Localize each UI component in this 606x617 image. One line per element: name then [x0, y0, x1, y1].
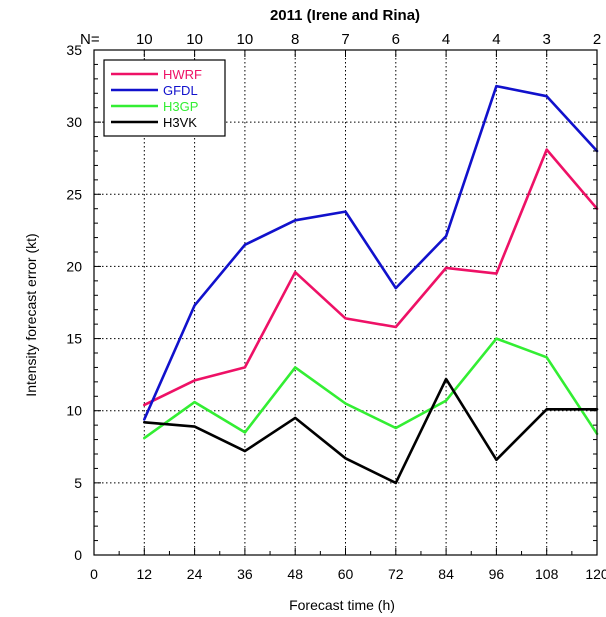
chart-title: 2011 (Irene and Rina)	[270, 7, 420, 24]
sample-size-value: 10	[237, 31, 254, 48]
legend-label-h3vk: H3VK	[163, 115, 197, 130]
series-line-h3vk	[143, 377, 599, 485]
sample-size-value: 3	[543, 31, 551, 48]
sample-size-value: 8	[291, 31, 299, 48]
y-tick-label: 25	[66, 186, 82, 202]
legend-label-hwrf: HWRF	[163, 67, 202, 82]
sample-size-label: N=	[80, 31, 100, 48]
x-tick-label: 60	[338, 566, 354, 582]
x-tick-label: 36	[237, 566, 253, 582]
x-tick-label: 72	[388, 566, 404, 582]
axis-ticks	[93, 49, 598, 556]
x-tick-label: 120	[585, 566, 606, 582]
y-tick-label: 35	[66, 42, 82, 58]
sample-size-value: 4	[492, 31, 500, 48]
series-line-h3gp	[143, 337, 599, 440]
series-line-gfdl	[143, 84, 599, 421]
x-tick-label: 0	[90, 566, 98, 582]
legend-box	[103, 59, 226, 137]
x-tick-label: 48	[287, 566, 303, 582]
x-tick-label: 84	[438, 566, 454, 582]
sample-size-value: 7	[341, 31, 349, 48]
series-lines	[143, 84, 599, 485]
x-tick-label: 108	[535, 566, 559, 582]
series-line-hwrf	[143, 148, 599, 407]
y-axis-label: Intensity forecast error (kt)	[23, 233, 39, 396]
x-axis-label: Forecast time (h)	[289, 597, 395, 613]
sample-size-value: 10	[136, 31, 153, 48]
y-tick-label: 30	[66, 114, 82, 130]
x-tick-label: 96	[489, 566, 505, 582]
y-tick-label: 15	[66, 331, 82, 347]
legend-label-gfdl: GFDL	[163, 83, 198, 98]
sample-size-value: 2	[593, 31, 601, 48]
y-tick-label: 0	[74, 547, 82, 563]
sample-size-value: 4	[442, 31, 450, 48]
sample-size-value: 6	[392, 31, 400, 48]
sample-size-value: 10	[186, 31, 203, 48]
y-tick-label: 5	[74, 475, 82, 491]
y-tick-label: 10	[66, 403, 82, 419]
y-tick-label: 20	[66, 258, 82, 274]
x-tick-label: 24	[187, 566, 203, 582]
x-tick-label: 12	[137, 566, 153, 582]
legend-label-h3gp: H3GP	[163, 99, 198, 114]
